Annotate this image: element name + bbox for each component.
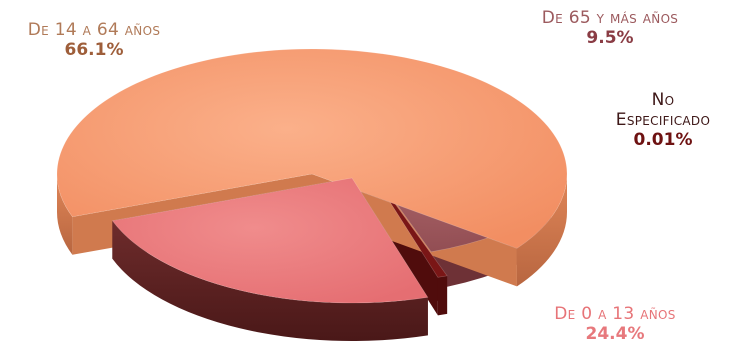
pie-slice-0-rim-0 — [57, 174, 73, 255]
slice-value-no-especificado: 0.01% — [633, 130, 693, 151]
label-de-0-a-13: De 0 a 13 años 24.4% — [530, 304, 700, 344]
pie-slice-0 — [56, 48, 568, 249]
label-de-14-a-64: De 14 a 64 años 66.1% — [4, 20, 184, 60]
slice-value-65-plus: 9.5% — [586, 28, 634, 49]
pie-slice-3-rim-0 — [112, 220, 428, 341]
slice-value-14-64: 66.1% — [64, 40, 124, 61]
pie-slice-3 — [111, 177, 429, 304]
pie-slice-0-rim-1 — [516, 174, 567, 287]
label-no-especificado: No Especificado 0.01% — [590, 90, 734, 150]
slice-label-especificado: Especificado — [615, 110, 711, 131]
slice-label-no: No — [651, 90, 675, 110]
label-de-65-y-mas: De 65 y más años 9.5% — [510, 8, 710, 48]
slice-label-0-13: De 0 a 13 años — [554, 304, 676, 324]
slice-label-14-64: De 14 a 64 años — [27, 20, 161, 40]
slice-label-65-plus: De 65 y más años — [541, 8, 679, 28]
pie-tops — [56, 48, 568, 304]
pie-slice-2-rim-0 — [437, 275, 448, 316]
slice-value-0-13: 24.4% — [585, 324, 645, 345]
